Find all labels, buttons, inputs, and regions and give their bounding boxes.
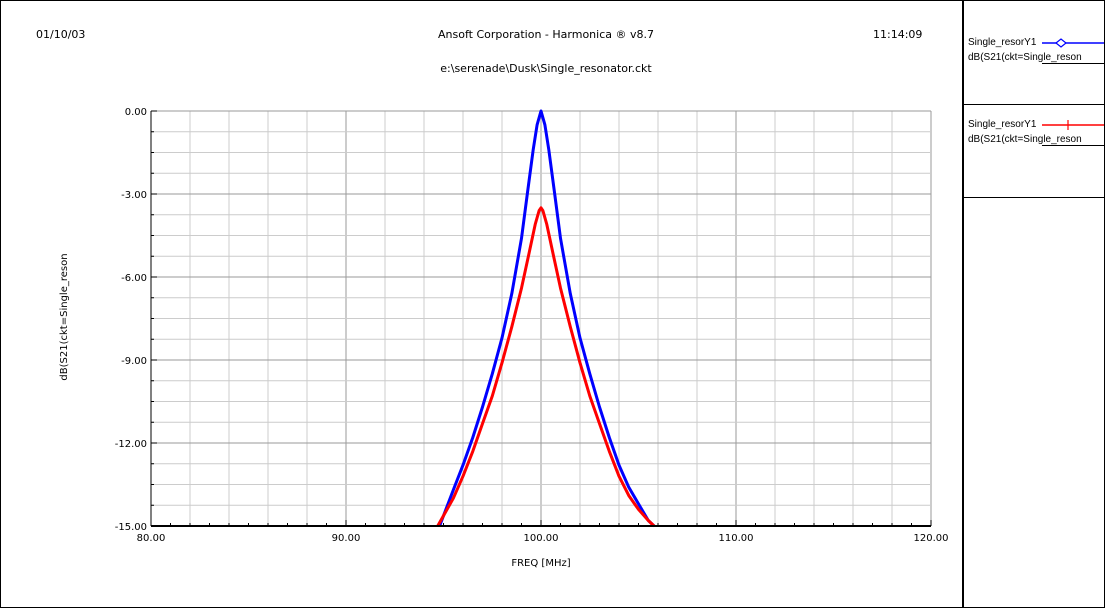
legend-panel: Single_resorY1 dB(S21(ckt=Single_reson S… <box>962 1 1104 607</box>
legend-series-expr: dB(S21(ckt=Single_reson <box>968 134 1082 145</box>
legend-underline <box>1042 145 1104 146</box>
x-tick-label: 90.00 <box>332 533 361 544</box>
cross-icon <box>1042 120 1104 130</box>
x-tick-label: 120.00 <box>914 533 949 544</box>
x-tick-label: 110.00 <box>719 533 754 544</box>
grid <box>150 110 932 527</box>
y-tick-label: -3.00 <box>121 190 147 201</box>
legend-series-expr: dB(S21(ckt=Single_reson <box>968 52 1082 63</box>
s21-chart: 80.00 90.00 100.00 110.00 120.00 0.00 -3.00 -6.… <box>59 107 949 569</box>
x-tick-label: 80.00 <box>137 533 166 544</box>
y-tick-label: 0.00 <box>125 107 147 118</box>
y-tick-label: -12.00 <box>115 439 147 450</box>
plot-title: Ansoft Corporation - Harmonica ® v8.7 <box>438 28 654 41</box>
legend-series-name: Single_resorY1 <box>968 119 1037 130</box>
plot-date: 01/10/03 <box>36 28 86 41</box>
y-tick-label: -6.00 <box>121 273 147 284</box>
x-tick-label: 100.00 <box>524 533 559 544</box>
y-axis-label: dB(S21(ckt=Single_reson <box>59 253 70 380</box>
legend-series-name: Single_resorY1 <box>968 37 1037 48</box>
s21-series-1 <box>438 109 656 528</box>
y-tick-label: -9.00 <box>121 356 147 367</box>
plot-time: 11:14:09 <box>873 28 923 41</box>
circuit-file-path: e:\serenade\Dusk\Single_resonator.ckt <box>440 62 652 75</box>
legend-underline <box>1042 63 1104 64</box>
x-axis-label: FREQ [MHz] <box>511 558 570 569</box>
diamond-icon <box>1042 38 1104 48</box>
axes: 80.00 90.00 100.00 110.00 120.00 0.00 -3.00 -6.… <box>115 107 949 544</box>
series-layer <box>436 109 656 528</box>
s21-series-2 <box>436 206 656 528</box>
legend-divider <box>964 197 1104 198</box>
legend-divider <box>964 104 1104 105</box>
y-tick-label: -15.00 <box>115 522 147 533</box>
